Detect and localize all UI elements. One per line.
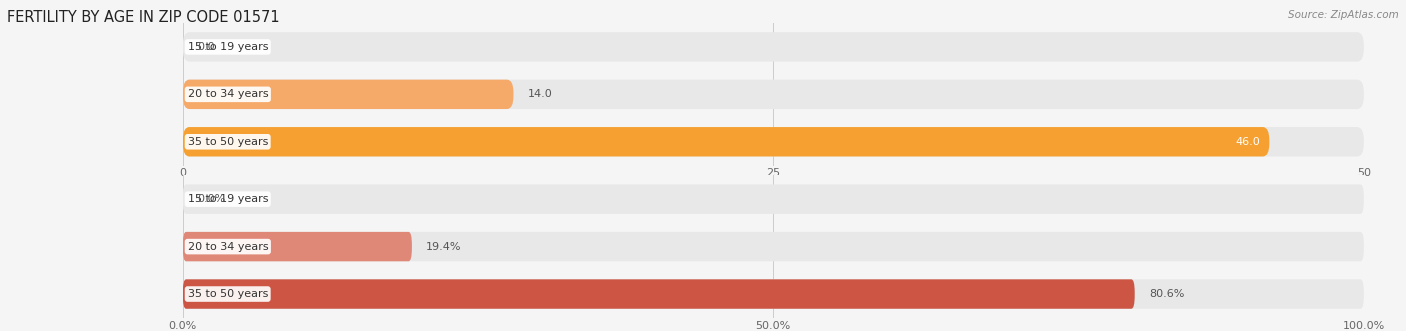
Text: FERTILITY BY AGE IN ZIP CODE 01571: FERTILITY BY AGE IN ZIP CODE 01571 <box>7 10 280 25</box>
FancyBboxPatch shape <box>183 32 1364 62</box>
Text: 46.0: 46.0 <box>1234 137 1260 147</box>
FancyBboxPatch shape <box>183 184 1364 214</box>
Text: 20 to 34 years: 20 to 34 years <box>187 242 269 252</box>
FancyBboxPatch shape <box>183 279 1135 309</box>
FancyBboxPatch shape <box>183 232 1364 261</box>
Text: 14.0: 14.0 <box>527 89 553 99</box>
FancyBboxPatch shape <box>183 80 1364 109</box>
Text: 20 to 34 years: 20 to 34 years <box>187 89 269 99</box>
FancyBboxPatch shape <box>183 279 1364 309</box>
FancyBboxPatch shape <box>183 232 412 261</box>
Text: 80.6%: 80.6% <box>1149 289 1184 299</box>
Text: 35 to 50 years: 35 to 50 years <box>187 137 269 147</box>
Text: 35 to 50 years: 35 to 50 years <box>187 289 269 299</box>
Text: 0.0: 0.0 <box>197 42 215 52</box>
FancyBboxPatch shape <box>183 127 1364 157</box>
FancyBboxPatch shape <box>183 80 513 109</box>
Text: 0.0%: 0.0% <box>197 194 225 204</box>
Text: Source: ZipAtlas.com: Source: ZipAtlas.com <box>1288 10 1399 20</box>
FancyBboxPatch shape <box>183 127 1270 157</box>
Text: 19.4%: 19.4% <box>426 242 461 252</box>
Text: 15 to 19 years: 15 to 19 years <box>187 194 269 204</box>
Text: 15 to 19 years: 15 to 19 years <box>187 42 269 52</box>
